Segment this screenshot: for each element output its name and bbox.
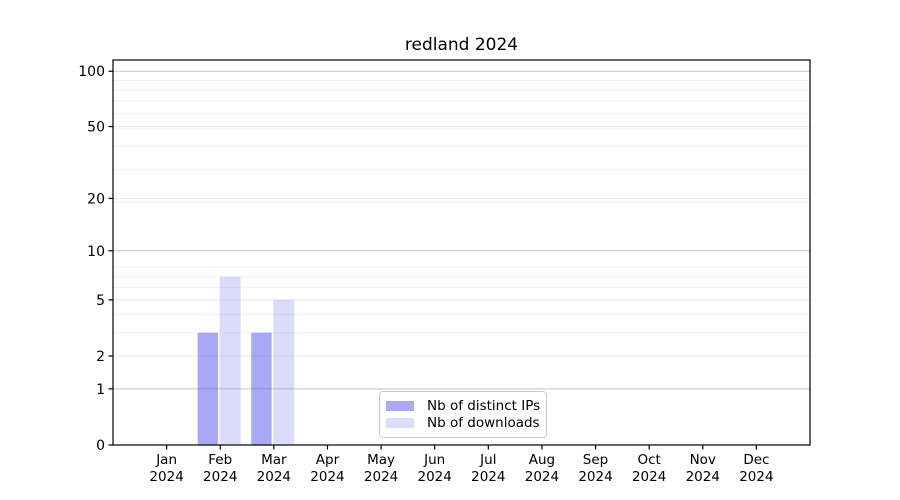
legend-label: Nb of distinct IPs — [427, 397, 541, 414]
x-tick-year-label: 2024 — [257, 469, 291, 485]
chart-title: redland 2024 — [404, 35, 519, 55]
legend-label: Nb of downloads — [427, 414, 540, 431]
x-tick-year-label: 2024 — [203, 469, 237, 485]
x-tick-year-label: 2024 — [310, 469, 344, 485]
y-tick-label: 10 — [87, 244, 105, 260]
x-tick-label: Jul — [479, 452, 496, 468]
x-tick-label: Jun — [423, 452, 445, 468]
y-tick-label: 0 — [96, 438, 105, 454]
x-tick-year-label: 2024 — [364, 469, 398, 485]
x-tick-year-label: 2024 — [632, 469, 666, 485]
x-tick-year-label: 2024 — [525, 469, 559, 485]
x-tick-label: Aug — [529, 452, 555, 468]
x-tick-year-label: 2024 — [739, 469, 773, 485]
x-tick-year-label: 2024 — [418, 469, 452, 485]
x-tick-label: Feb — [208, 452, 232, 468]
x-tick-label: Mar — [261, 452, 287, 468]
plot-border — [112, 59, 811, 446]
legend-item-downloads: Nb of downloads — [386, 414, 540, 431]
y-tick-label: 5 — [96, 293, 105, 309]
y-tick-label: 50 — [87, 120, 105, 136]
bar-nb-of-downloads — [219, 276, 241, 445]
x-tick-label: Dec — [743, 452, 769, 468]
x-tick-year-label: 2024 — [149, 469, 183, 485]
legend-swatch-downloads — [386, 417, 414, 428]
legend-swatch-distinct-ips — [386, 400, 414, 411]
x-tick-label: Oct — [637, 452, 660, 468]
bar-nb-of-distinct-ips — [197, 332, 219, 445]
legend-item-distinct-ips: Nb of distinct IPs — [386, 397, 541, 414]
x-tick-year-label: 2024 — [578, 469, 612, 485]
x-tick-label: Sep — [583, 452, 608, 468]
x-tick-label: Apr — [316, 452, 340, 468]
bar-nb-of-downloads — [273, 299, 295, 445]
x-tick-label: Nov — [690, 452, 716, 468]
y-tick-label: 20 — [87, 191, 105, 207]
x-tick-label: May — [367, 452, 395, 468]
bar-nb-of-distinct-ips — [251, 332, 272, 445]
legend: Nb of distinct IPs Nb of downloads — [379, 391, 547, 438]
x-tick-label: Jan — [155, 452, 177, 468]
x-tick-year-label: 2024 — [471, 469, 505, 485]
x-tick-year-label: 2024 — [686, 469, 720, 485]
y-tick-label: 2 — [96, 349, 105, 365]
y-tick-label: 100 — [78, 64, 105, 80]
y-tick-label: 1 — [96, 382, 105, 398]
